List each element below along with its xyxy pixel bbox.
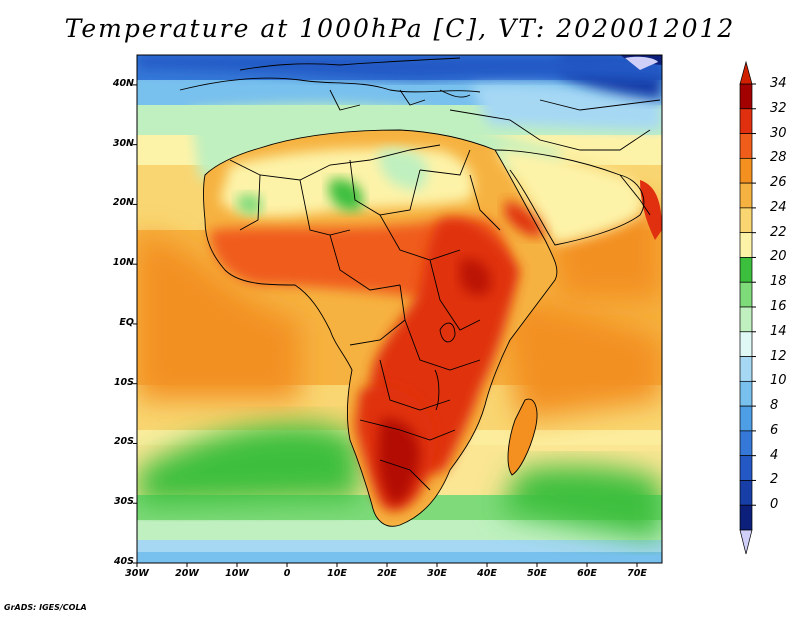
colorbar-label: 14 xyxy=(770,323,787,339)
lat-tick-label: 10N xyxy=(112,257,134,269)
colorbar-label: 30 xyxy=(770,125,787,141)
colorbar-label: 28 xyxy=(770,150,787,166)
lat-tick-label: 30N xyxy=(112,137,134,149)
lon-tick-label: 30W xyxy=(125,568,149,579)
colorbar-label: 32 xyxy=(770,100,787,116)
colorbar-segment xyxy=(739,306,753,333)
map-frame xyxy=(136,54,663,564)
colorbar-segment xyxy=(739,331,753,357)
lat-tick-label: 40N xyxy=(112,77,134,89)
lon-tick-label: 40E xyxy=(477,568,497,579)
colorbar-segment xyxy=(739,455,753,481)
colorbar-segment xyxy=(739,380,753,407)
colorbar-segment xyxy=(739,504,753,531)
lon-tick-label: 30E xyxy=(427,568,447,579)
colorbar-segment xyxy=(739,281,753,308)
lon-tick-label: 20E xyxy=(377,568,397,579)
colorbar-under-arrow xyxy=(739,529,753,555)
colorbar-label: 8 xyxy=(770,398,779,414)
colorbar xyxy=(739,60,756,555)
colorbar-segment xyxy=(739,257,753,283)
lat-tick-label: EQ xyxy=(119,316,134,328)
lat-tick-label: 10S xyxy=(113,376,134,388)
colorbar-label: 6 xyxy=(770,422,779,438)
lat-tick-label: 20N xyxy=(112,197,134,209)
grads-credit: GrADS: IGES/COLA xyxy=(4,603,87,612)
colorbar-label: 22 xyxy=(770,224,787,240)
colorbar-label: 0 xyxy=(770,497,779,513)
colorbar-label: 2 xyxy=(770,472,779,488)
colorbar-segment xyxy=(739,480,753,506)
colorbar-label: 12 xyxy=(770,348,787,364)
colorbar-segment xyxy=(739,83,753,110)
colorbar-segment xyxy=(739,157,753,184)
lon-tick-label: 50E xyxy=(527,568,547,579)
colorbar-segment xyxy=(739,182,753,209)
colorbar-segment xyxy=(739,356,753,382)
country-borders xyxy=(179,57,661,527)
lat-tick-label: 20S xyxy=(113,436,134,448)
colorbar-segment xyxy=(739,405,753,432)
lon-tick-label: 10W xyxy=(225,568,249,579)
colorbar-segment xyxy=(739,133,753,159)
colorbar-segment xyxy=(739,207,753,234)
lon-tick-label: 10E xyxy=(327,568,347,579)
map-title: Temperature at 1000hPa [C], VT: 20200120… xyxy=(64,14,736,43)
colorbar-segment xyxy=(739,232,753,258)
lon-tick-label: 0 xyxy=(283,568,291,579)
colorbar-segment xyxy=(739,430,753,457)
colorbar-label: 18 xyxy=(770,274,787,290)
lon-tick-label: 70E xyxy=(627,568,647,579)
lon-tick-label: 20W xyxy=(175,568,199,579)
colorbar-over-arrow xyxy=(739,60,753,85)
colorbar-label: 34 xyxy=(770,76,787,91)
colorbar-label: 24 xyxy=(770,199,787,215)
colorbar-label: 10 xyxy=(770,373,787,389)
colorbar-label: 20 xyxy=(770,249,787,265)
lat-tick-label: 30S xyxy=(113,496,134,508)
lat-tick-label: 40S xyxy=(113,556,134,567)
colorbar-label: 4 xyxy=(770,447,779,463)
colorbar-label: 26 xyxy=(770,175,787,191)
lon-tick-label: 60E xyxy=(577,568,597,579)
colorbar-segment xyxy=(739,108,753,134)
temperature-field xyxy=(137,55,662,563)
colorbar-label: 16 xyxy=(770,299,787,314)
